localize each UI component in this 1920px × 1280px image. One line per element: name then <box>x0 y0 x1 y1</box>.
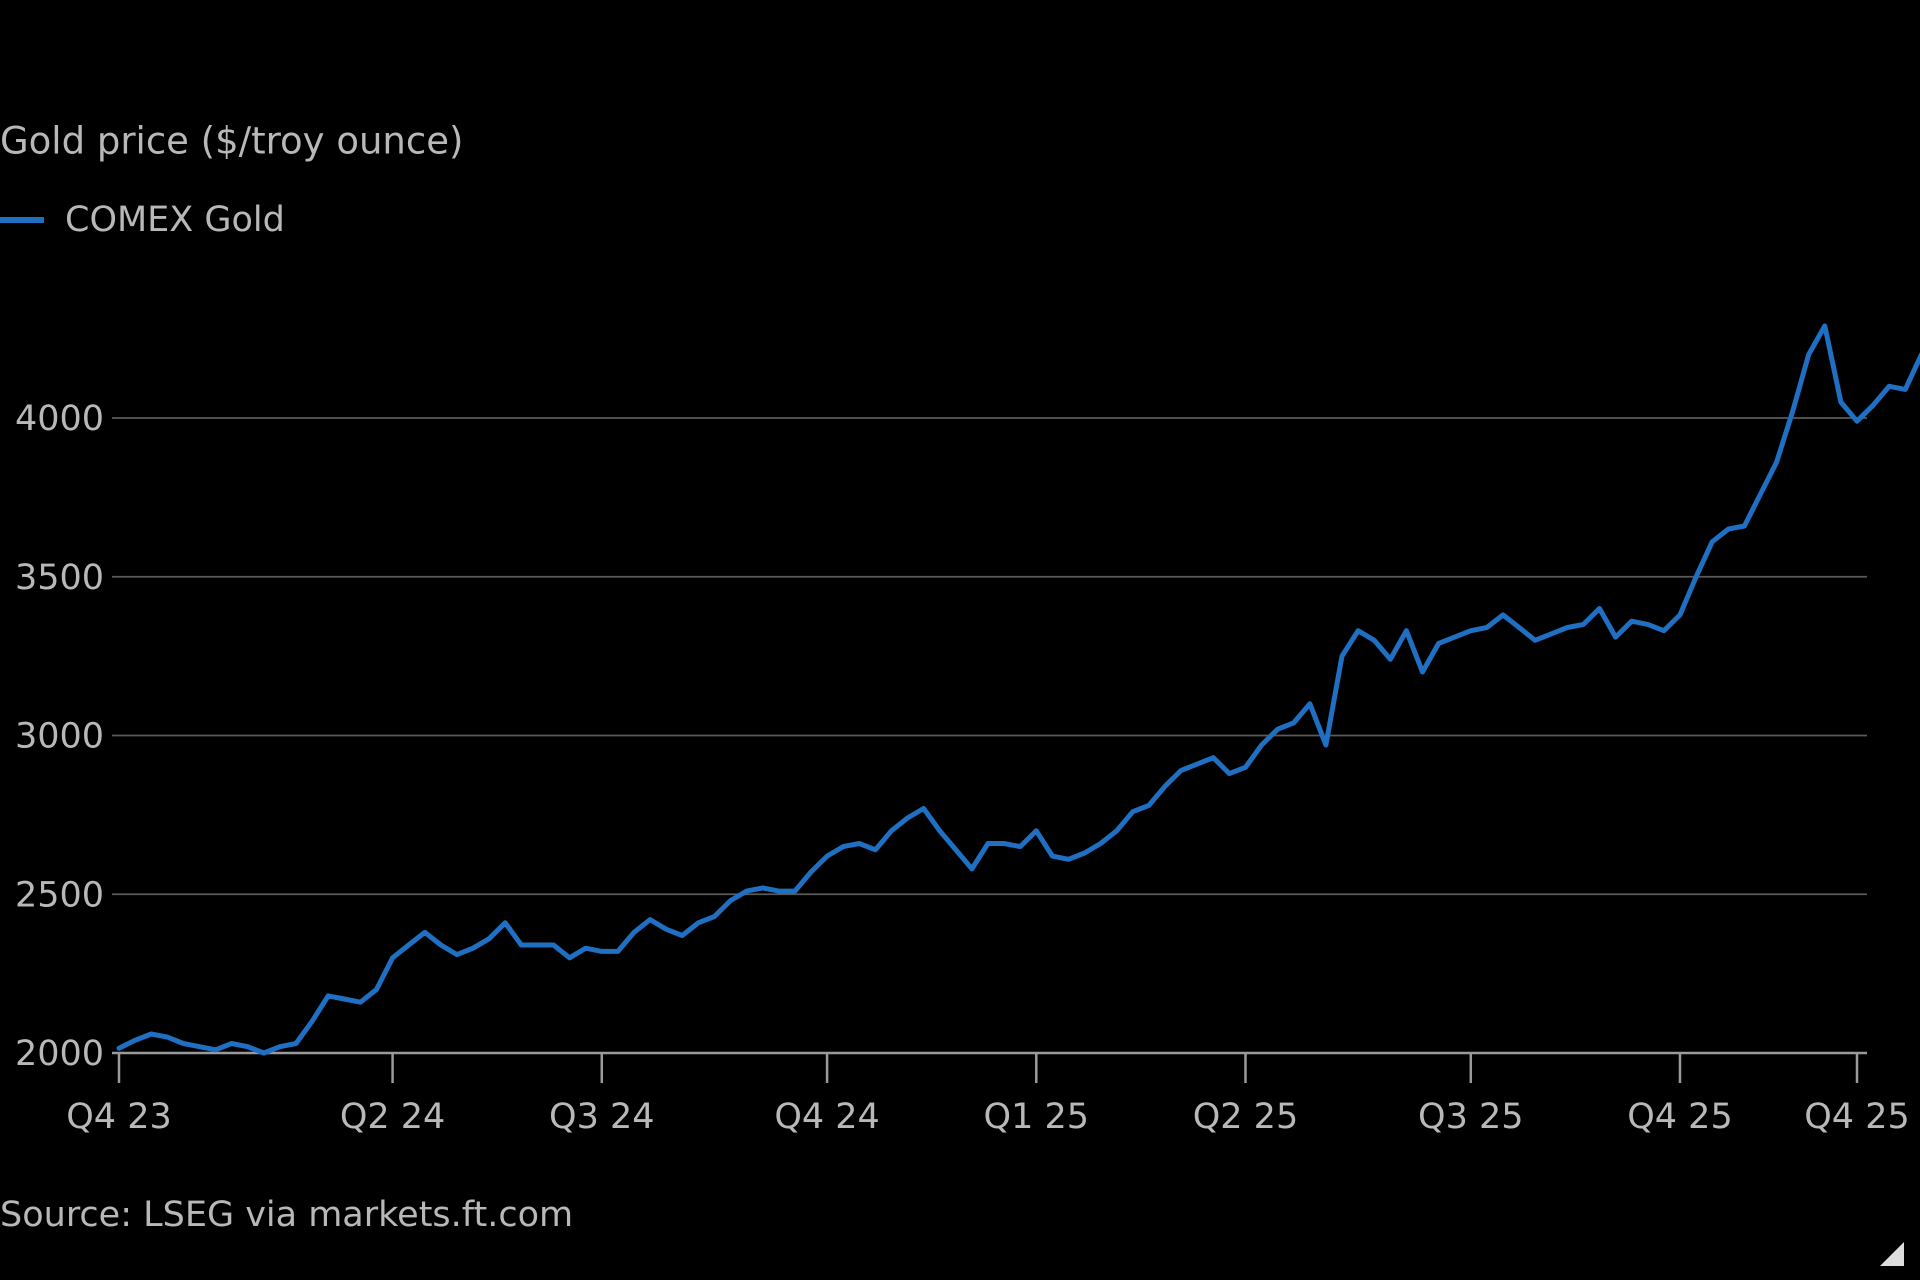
legend-label: COMEX Gold <box>65 200 285 240</box>
y-tick-label: 4000 <box>15 399 104 439</box>
x-tick-label: Q3 25 <box>1418 1097 1523 1137</box>
y-tick-label: 3000 <box>15 717 104 757</box>
resize-handle <box>1880 1242 1904 1266</box>
x-tick-label: Q3 24 <box>549 1097 654 1137</box>
x-tick-label: Q4 25 <box>1804 1097 1909 1137</box>
x-tick-label: Q1 25 <box>984 1097 1089 1137</box>
source-note: Source: LSEG via markets.ft.com <box>0 1195 573 1235</box>
y-tick-label: 2000 <box>15 1034 104 1074</box>
x-tick-label: Q4 23 <box>66 1097 171 1137</box>
x-tick-label: Q2 25 <box>1193 1097 1298 1137</box>
y-tick-label: 3500 <box>15 558 104 598</box>
price-line <box>116 323 1920 1056</box>
x-tick-label: Q4 24 <box>774 1097 879 1137</box>
y-tick-label: 2500 <box>15 875 104 915</box>
chart-title: Gold price ($/troy ounce) <box>0 120 463 163</box>
x-tick-label: Q2 24 <box>340 1097 445 1137</box>
x-tick-label: Q4 25 <box>1627 1097 1732 1137</box>
